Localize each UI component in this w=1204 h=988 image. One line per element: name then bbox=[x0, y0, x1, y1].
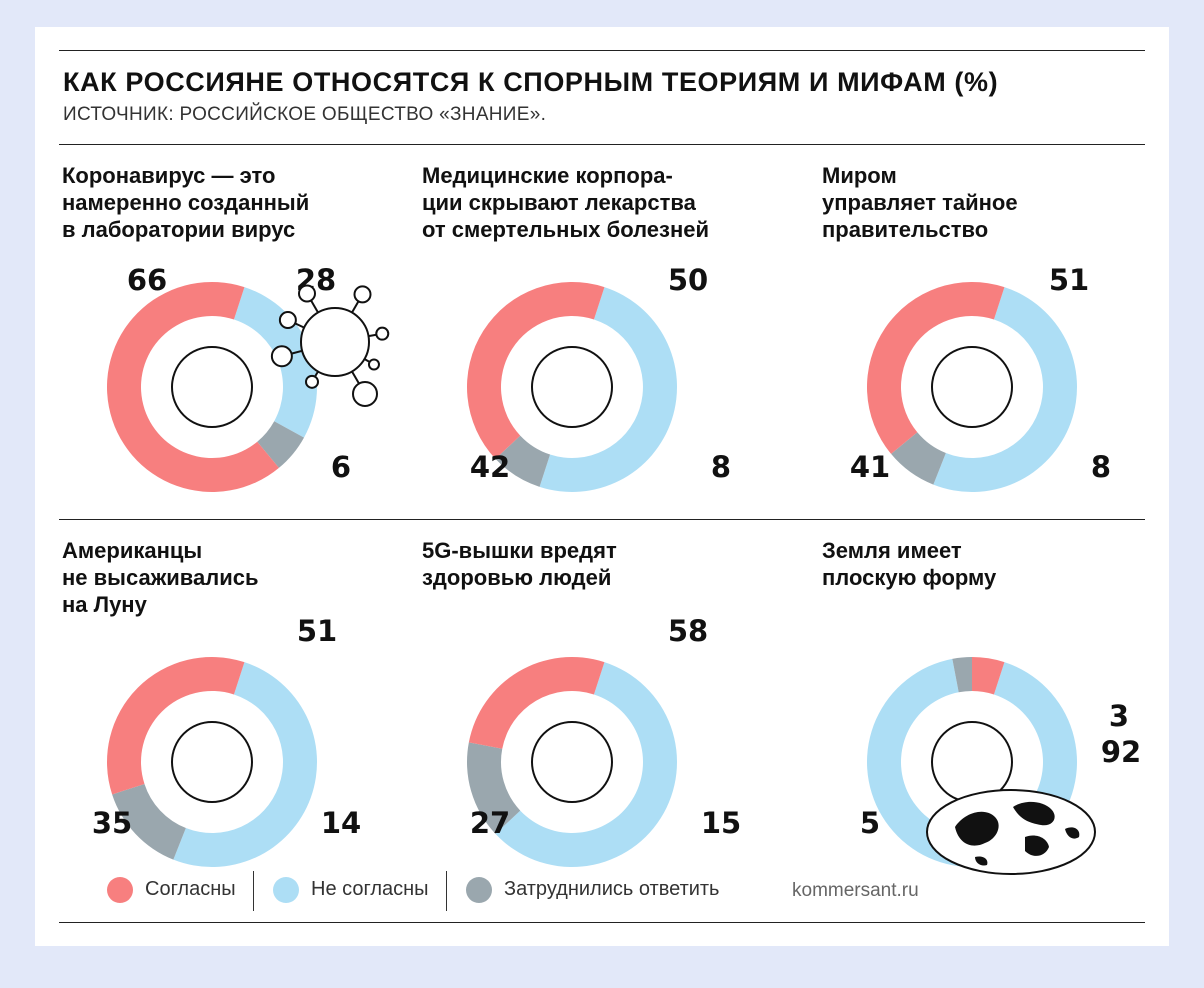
legend-label-agree: Согласны bbox=[145, 878, 236, 900]
donut-panel-coronavirus: Коронавирус — это намеренно созданный в … bbox=[62, 162, 422, 522]
donut-segment-unsure bbox=[467, 742, 521, 834]
legend-separator bbox=[253, 871, 254, 911]
donut-panel-5g: 5G-вышки вредят здоровью людей 27 58 15 bbox=[422, 537, 782, 897]
data-label-agree: 66 bbox=[127, 263, 167, 297]
donut-center-ring bbox=[171, 346, 253, 428]
data-label-unsure: 8 bbox=[1091, 450, 1111, 484]
donut-center-ring bbox=[531, 721, 613, 803]
panel-title: Миром управляет тайное правительство bbox=[822, 163, 1018, 242]
donut-segment-agree bbox=[107, 657, 245, 795]
donut-center-ring bbox=[531, 346, 613, 428]
donut-center-ring bbox=[931, 346, 1013, 428]
data-label-unsure: 15 bbox=[701, 806, 741, 840]
panel-title: Американцы не высаживались на Луну bbox=[62, 538, 259, 617]
data-label-disagree: 92 bbox=[1101, 735, 1141, 769]
infographic-card: КАК РОССИЯНЕ ОТНОСЯТСЯ К СПОРНЫМ ТЕОРИЯМ… bbox=[35, 27, 1169, 946]
donut-chart: 66 286 bbox=[107, 263, 390, 492]
chart-subtitle: ИСТОЧНИК: РОССИЙСКОЕ ОБЩЕСТВО «ЗНАНИЕ». bbox=[63, 104, 547, 125]
data-label-agree: 35 bbox=[92, 806, 132, 840]
legend-swatch-agree bbox=[107, 877, 133, 903]
donut-segment-agree bbox=[107, 282, 279, 492]
donut-segment-disagree bbox=[539, 287, 677, 492]
data-label-agree: 27 bbox=[470, 806, 510, 840]
donut-segment-agree bbox=[867, 282, 1005, 454]
donut-segment-disagree bbox=[173, 662, 318, 867]
donut-panel-medicine: Медицинские корпора- ции скрывают лекарс… bbox=[422, 162, 782, 522]
donut-segment-unsure bbox=[952, 657, 972, 693]
data-label-unsure: 6 bbox=[331, 450, 351, 484]
legend-separator bbox=[446, 871, 447, 911]
top-rule bbox=[59, 50, 1145, 51]
data-label-disagree: 58 bbox=[668, 614, 708, 648]
donut-segment-disagree bbox=[933, 287, 1078, 493]
donut-panel-moon: Американцы не высаживались на Луну 35 51 1… bbox=[62, 537, 422, 897]
header-rule bbox=[59, 144, 1145, 145]
donut-segment-unsure bbox=[112, 783, 186, 860]
donut-chart: 42 50 8 bbox=[467, 263, 731, 492]
middle-rule bbox=[59, 519, 1145, 520]
panel-title: Коронавирус — это намеренно созданный в … bbox=[62, 163, 310, 242]
data-label-disagree: 51 bbox=[297, 614, 337, 648]
legend-swatch-unsure bbox=[466, 877, 492, 903]
donut-segment-unsure bbox=[257, 421, 305, 468]
panel-title: 5G-вышки вредят здоровью людей bbox=[422, 538, 617, 590]
data-label-disagree: 51 bbox=[1049, 263, 1089, 297]
chart-title: КАК РОССИЯНЕ ОТНОСЯТСЯ К СПОРНЫМ ТЕОРИЯМ… bbox=[63, 67, 999, 97]
bottom-rule bbox=[59, 922, 1145, 923]
donut-panel-government: Миром управляет тайное правительство 41 5… bbox=[822, 162, 1182, 522]
data-label-agree: 5 bbox=[860, 806, 880, 840]
panel-title: Медицинские корпора- ции скрывают лекарс… bbox=[422, 163, 709, 242]
donut-segment-agree bbox=[467, 282, 605, 459]
data-label-disagree: 50 bbox=[668, 263, 708, 297]
data-label-agree: 41 bbox=[850, 450, 890, 484]
donut-segment-disagree bbox=[495, 662, 677, 867]
legend-swatch-disagree bbox=[273, 877, 299, 903]
donut-chart: 27 58 15 bbox=[467, 614, 741, 867]
donut-chart: 35 51 14 bbox=[92, 614, 361, 867]
donut-center-ring bbox=[171, 721, 253, 803]
donut-segment-agree bbox=[468, 657, 605, 749]
legend-label-disagree: Не согласны bbox=[311, 878, 429, 900]
data-label-unsure: 8 bbox=[711, 450, 731, 484]
legend-label-unsure: Затруднились ответить bbox=[504, 878, 720, 900]
donut-chart: 41 51 8 bbox=[850, 263, 1111, 493]
donut-segment-agree bbox=[972, 657, 1005, 695]
panel-title: Земля имеет плоскую форму bbox=[822, 538, 997, 590]
data-label-unsure: 3 bbox=[1109, 699, 1129, 733]
data-label-unsure: 14 bbox=[321, 806, 361, 840]
data-label-agree: 42 bbox=[470, 450, 510, 484]
source-url: kommersant.ru bbox=[792, 880, 919, 901]
donut-segment-unsure bbox=[891, 432, 946, 485]
donut-segment-unsure bbox=[495, 435, 551, 487]
globe-icon bbox=[926, 789, 1096, 875]
virus-icon bbox=[270, 284, 390, 407]
